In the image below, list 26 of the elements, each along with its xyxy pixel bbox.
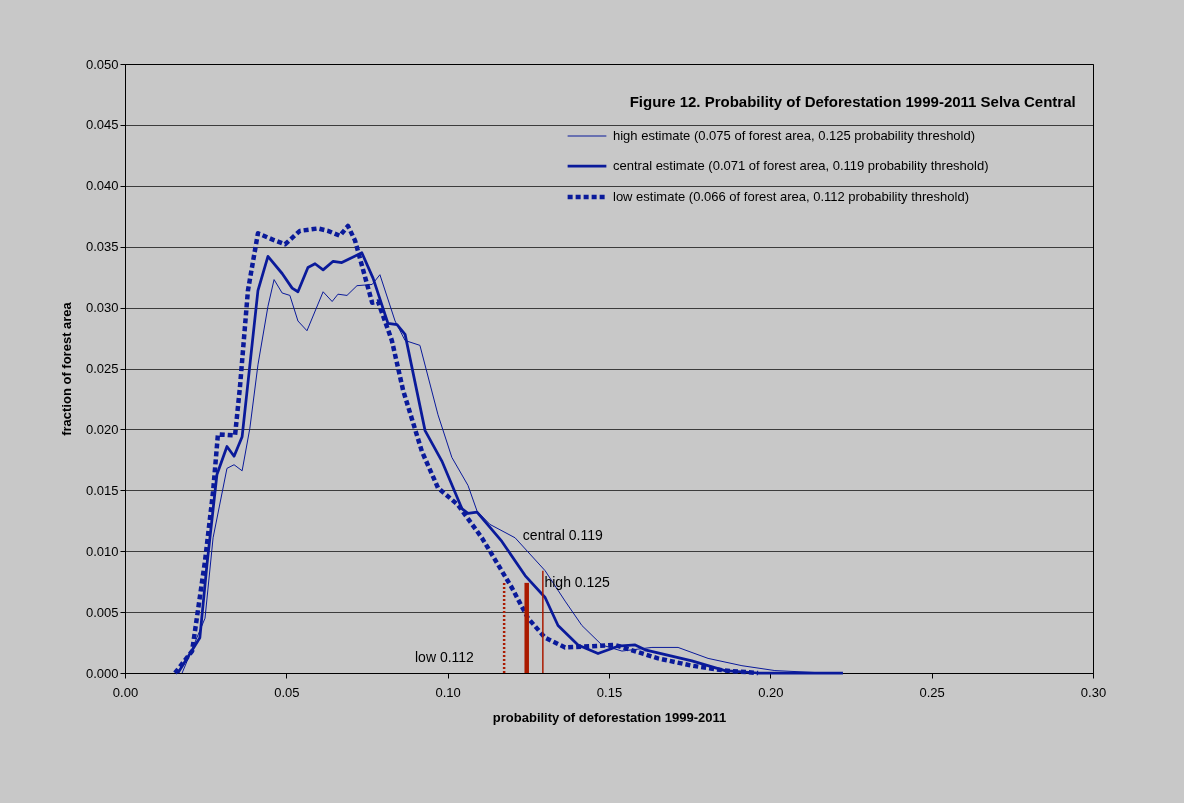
x-tick-label: 0.20 <box>758 684 784 700</box>
x-tick-label: 0.10 <box>435 684 461 700</box>
y-tick-label: 0.035 <box>85 239 119 255</box>
x-tick-label: 0.05 <box>274 684 300 700</box>
legend-label: central estimate (0.071 of forest area, 0.119 probability threshold) <box>613 158 989 173</box>
y-tick-label: 0.045 <box>85 117 119 133</box>
y-tick-label: 0.030 <box>85 300 119 316</box>
y-tick-label: 0.005 <box>85 604 119 620</box>
annotation: central 0.119 <box>522 527 603 544</box>
y-tick-label: 0.025 <box>85 361 119 376</box>
y-tick-label: 0.000 <box>85 665 119 681</box>
legend-label: high estimate (0.075 of forest area, 0.125 probability threshold) <box>613 128 976 143</box>
annotation: low 0.112 <box>415 649 475 665</box>
x-tick-label: 0.25 <box>919 684 945 700</box>
x-axis-title: probability of deforestation 1999-2011 <box>492 709 727 725</box>
y-tick-label: 0.020 <box>85 421 119 437</box>
x-tick-label: 0.15 <box>596 684 623 700</box>
x-tick-label: 0.30 <box>1080 684 1107 700</box>
text: Figure 12. Probability of Deforestation 1999-2011 Selva Central <box>629 93 1076 110</box>
x-tick-label: 0.00 <box>112 684 139 700</box>
y-tick-label: 0.040 <box>85 178 119 194</box>
y-tick-label: 0.010 <box>85 543 119 559</box>
y-tick-label: 0.050 <box>85 56 119 72</box>
legend-label: low estimate (0.066 of forest area, 0.112 probability threshold) <box>613 189 970 204</box>
y-axis-title: fraction of forest area <box>58 301 74 436</box>
y-tick-label: 0.015 <box>85 482 119 498</box>
